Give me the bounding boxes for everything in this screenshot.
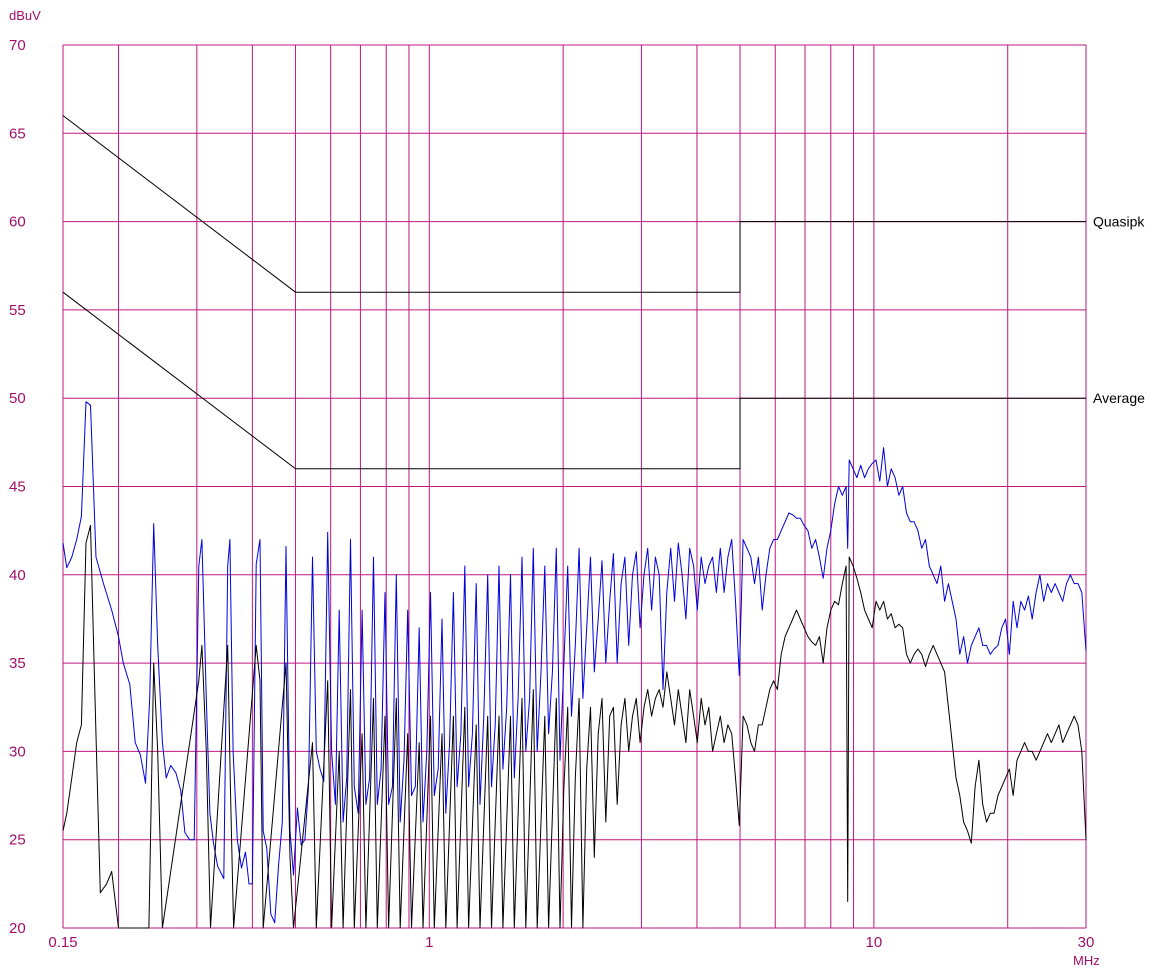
y-tick-label: 30 [9, 743, 26, 760]
y-tick-labels: 20 25 30 35 40 45 50 55 60 65 70 [9, 37, 26, 937]
limit-label: Quasipk [1093, 214, 1145, 230]
limit-line [62, 115, 1086, 293]
x-tick-label: 30 [1078, 934, 1095, 951]
y-tick-label: 65 [9, 125, 26, 142]
y-tick-label: 40 [9, 567, 26, 584]
series-line [62, 524, 1087, 929]
y-axis-unit: dBuV [9, 8, 41, 23]
limit-label: Average [1093, 390, 1145, 406]
x-tick-label: 10 [866, 934, 883, 951]
measurement-traces [62, 401, 1087, 929]
x-tick-label: 1 [425, 934, 433, 951]
y-tick-label: 50 [9, 390, 26, 407]
y-tick-label: 25 [9, 832, 26, 849]
series-line [62, 401, 1087, 924]
limit-line [62, 291, 1086, 470]
grid [62, 44, 1087, 929]
x-tick-label: 0.15 [48, 934, 77, 951]
y-tick-label: 60 [9, 214, 26, 231]
x-axis-unit: MHz [1073, 953, 1100, 968]
y-tick-label: 35 [9, 655, 26, 672]
y-tick-label: 45 [9, 479, 26, 496]
x-tick-labels: 0.15 1 10 30 [48, 934, 1094, 951]
y-tick-label: 20 [9, 920, 26, 937]
y-tick-label: 70 [9, 37, 26, 54]
limit-lines: Quasipk Average [62, 115, 1145, 470]
y-tick-label: 55 [9, 302, 26, 319]
